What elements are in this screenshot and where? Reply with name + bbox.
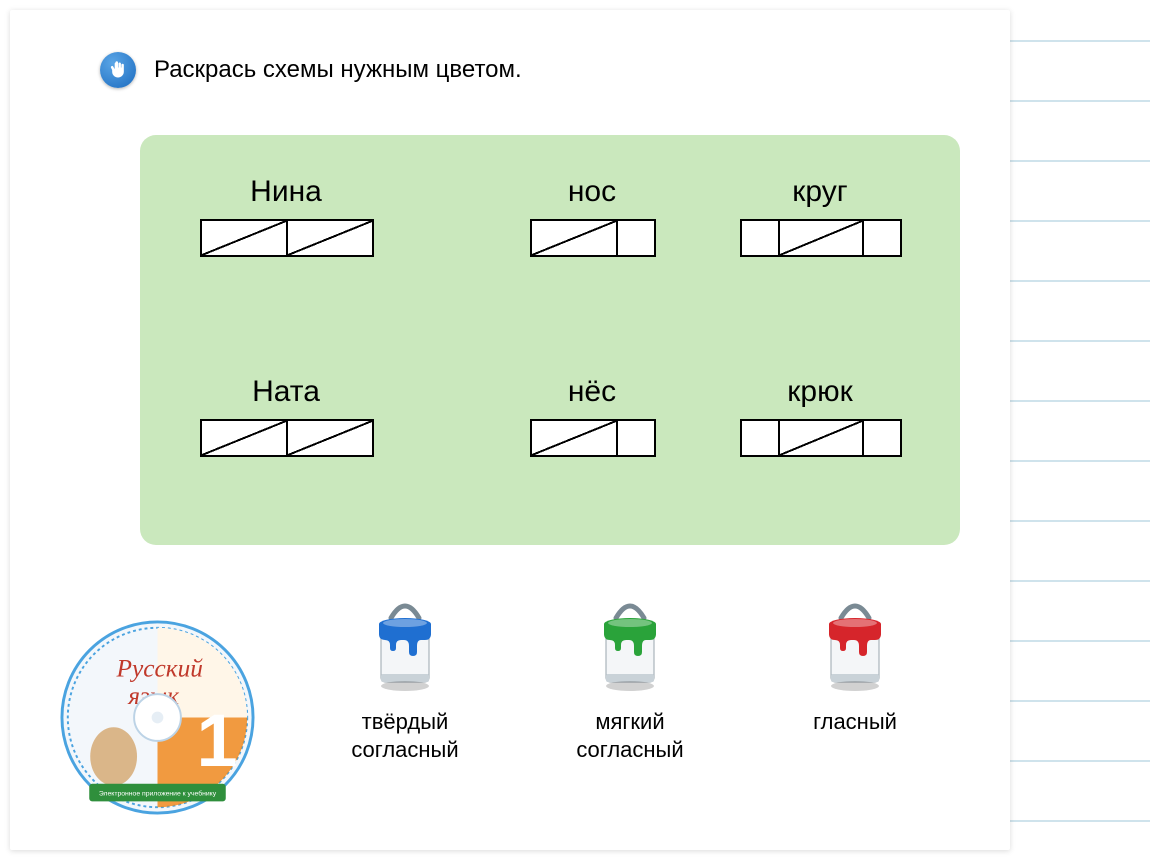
schema-cell[interactable] bbox=[864, 421, 900, 455]
schema-cell[interactable] bbox=[202, 221, 288, 255]
word-label: круг bbox=[740, 175, 900, 209]
schema-cell[interactable] bbox=[780, 221, 865, 255]
word-block: нос bbox=[530, 175, 654, 257]
schema-cell[interactable] bbox=[202, 421, 288, 455]
schema-cell[interactable] bbox=[532, 221, 618, 255]
word-label: Ната bbox=[200, 375, 372, 409]
word-label: нёс bbox=[530, 375, 654, 409]
notebook-lines bbox=[990, 0, 1150, 864]
schema-cell[interactable] bbox=[780, 421, 865, 455]
instruction-text: Раскрась схемы нужным цветом. bbox=[154, 56, 522, 84]
word-label: крюк bbox=[740, 375, 900, 409]
paint-bucket[interactable]: твёрдыйсогласный bbox=[320, 600, 490, 763]
paint-buckets-row: твёрдыйсогласный мягкийсогласный bbox=[320, 600, 940, 763]
worksheet-page: Раскрась схемы нужным цветом. Нина нос кру… bbox=[10, 10, 1010, 850]
bucket-icon bbox=[371, 600, 439, 692]
bucket-label: гласный bbox=[770, 708, 940, 736]
bucket-label: мягкийсогласный bbox=[545, 708, 715, 763]
cd-subtitle: Электронное приложение к учебнику bbox=[99, 790, 217, 798]
schema-cell[interactable] bbox=[288, 221, 372, 255]
schema-cell[interactable] bbox=[742, 421, 780, 455]
schema-cell[interactable] bbox=[532, 421, 618, 455]
bucket-label: твёрдыйсогласный bbox=[320, 708, 490, 763]
word-block: круг bbox=[740, 175, 900, 257]
word-block: крюк bbox=[740, 375, 900, 457]
sound-schema[interactable] bbox=[200, 219, 374, 257]
sound-schema[interactable] bbox=[740, 419, 902, 457]
hand-icon bbox=[100, 52, 136, 88]
schema-cell[interactable] bbox=[742, 221, 780, 255]
word-label: нос bbox=[530, 175, 654, 209]
schema-cell[interactable] bbox=[618, 421, 654, 455]
word-block: Ната bbox=[200, 375, 372, 457]
word-block: Нина bbox=[200, 175, 372, 257]
schema-cell[interactable] bbox=[618, 221, 654, 255]
bucket-icon bbox=[821, 600, 889, 692]
sound-schema[interactable] bbox=[530, 419, 656, 457]
exercise-panel: Нина нос круг Ната нёс крюк bbox=[140, 135, 960, 545]
hand-glyph bbox=[108, 60, 128, 80]
sound-schema[interactable] bbox=[740, 219, 902, 257]
word-block: нёс bbox=[530, 375, 654, 457]
cd-title-1: Русский bbox=[116, 655, 204, 683]
schema-cell[interactable] bbox=[864, 221, 900, 255]
word-label: Нина bbox=[200, 175, 372, 209]
bucket-icon bbox=[596, 600, 664, 692]
cd-icon: Русский язык 1 Электронное приложение к … bbox=[60, 620, 255, 815]
paint-bucket[interactable]: мягкийсогласный bbox=[545, 600, 715, 763]
sound-schema[interactable] bbox=[530, 219, 656, 257]
sound-schema[interactable] bbox=[200, 419, 374, 457]
instruction-row: Раскрась схемы нужным цветом. bbox=[100, 52, 522, 88]
cd-number: 1 bbox=[196, 699, 237, 782]
paint-bucket[interactable]: гласный bbox=[770, 600, 940, 763]
schema-cell[interactable] bbox=[288, 421, 372, 455]
